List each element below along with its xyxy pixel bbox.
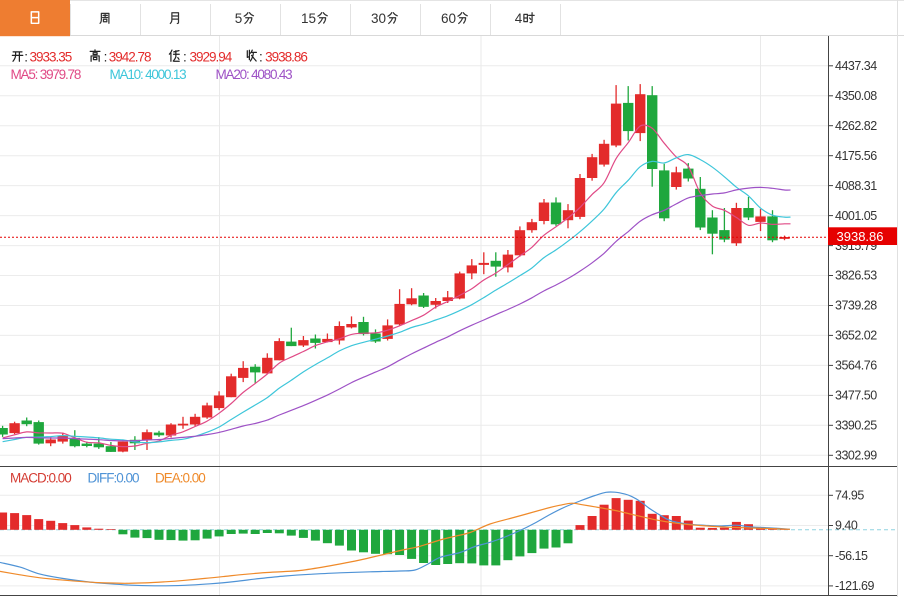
svg-text:3302.99: 3302.99 <box>835 449 877 463</box>
svg-text:MA20: 4080.43: MA20: 4080.43 <box>216 67 293 82</box>
svg-text:4175.56: 4175.56 <box>835 149 877 163</box>
svg-text:3390.25: 3390.25 <box>835 419 877 433</box>
svg-text::: : <box>183 50 187 65</box>
svg-text:3942.78: 3942.78 <box>109 50 151 65</box>
svg-text::: : <box>24 50 28 65</box>
svg-text:3564.76: 3564.76 <box>835 359 877 373</box>
svg-text:74.95: 74.95 <box>835 489 864 503</box>
svg-text:3938.86: 3938.86 <box>265 50 307 65</box>
svg-text:4350.08: 4350.08 <box>835 89 877 103</box>
svg-text:MA10: 4000.13: MA10: 4000.13 <box>110 67 187 82</box>
svg-text:3652.02: 3652.02 <box>835 329 877 343</box>
svg-text:-121.69: -121.69 <box>835 579 874 593</box>
svg-text:5: 5 <box>235 11 243 26</box>
svg-text:4: 4 <box>515 11 523 26</box>
svg-text:15: 15 <box>301 11 316 26</box>
svg-text:4437.34: 4437.34 <box>835 59 877 73</box>
svg-text:DIFF:0.00: DIFF:0.00 <box>88 471 140 486</box>
svg-text::: : <box>104 50 108 65</box>
svg-text:9.40: 9.40 <box>835 519 858 533</box>
svg-text:DEA:0.00: DEA:0.00 <box>155 471 205 486</box>
svg-text:-56.15: -56.15 <box>835 549 868 563</box>
svg-text:3739.28: 3739.28 <box>835 299 877 313</box>
svg-text:4262.82: 4262.82 <box>835 119 877 133</box>
svg-text:MACD:0.00: MACD:0.00 <box>10 471 71 486</box>
svg-text:60: 60 <box>441 11 456 26</box>
svg-text:4088.31: 4088.31 <box>835 179 877 193</box>
svg-text:3933.35: 3933.35 <box>30 50 72 65</box>
svg-text:3938.86: 3938.86 <box>837 229 884 244</box>
svg-text:4001.05: 4001.05 <box>835 209 877 223</box>
svg-text:3477.50: 3477.50 <box>835 389 877 403</box>
svg-text:30: 30 <box>371 11 386 26</box>
svg-text:3929.94: 3929.94 <box>190 50 233 65</box>
svg-text:MA5: 3979.78: MA5: 3979.78 <box>11 67 81 82</box>
svg-text::: : <box>259 50 263 65</box>
svg-text:3826.53: 3826.53 <box>835 269 877 283</box>
